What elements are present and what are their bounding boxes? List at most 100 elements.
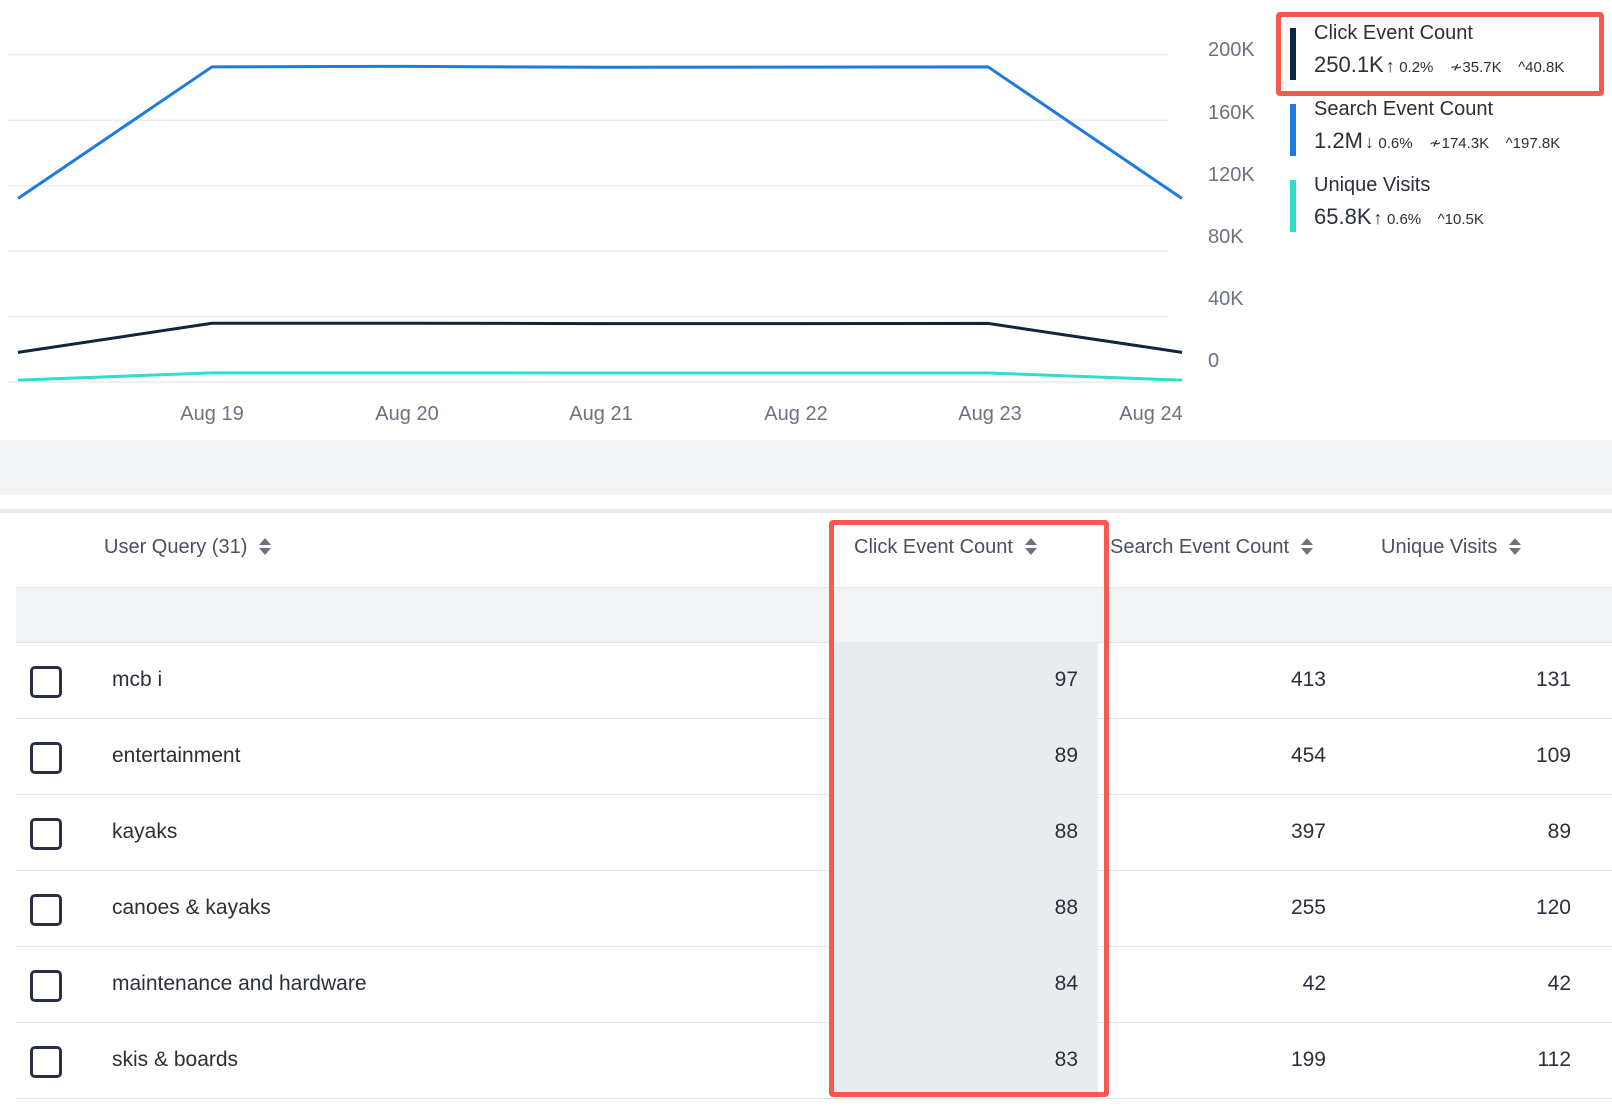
click-column-cell-background bbox=[834, 946, 1098, 1022]
column-header-label: Click Event Count bbox=[854, 536, 1013, 558]
legend-stats: 250.1K ↑ 0.2% ≁35.7K ^40.8K bbox=[1314, 52, 1564, 78]
cell-unique-visits: 120 bbox=[1535, 896, 1571, 919]
table-row[interactable]: canoes & kayaks 88 255 120 bbox=[16, 870, 1612, 947]
cell-user-query: kayaks bbox=[112, 820, 178, 843]
cell-search-event-count: 397 bbox=[1290, 820, 1326, 843]
max-icon: ^ bbox=[1505, 135, 1513, 152]
table-row[interactable]: maintenance and hardware 84 42 42 bbox=[16, 946, 1612, 1023]
y-axis-tick-label: 120K bbox=[1208, 164, 1255, 186]
row-checkbox[interactable] bbox=[30, 742, 62, 774]
section-gap bbox=[0, 440, 1612, 495]
line-chart: 200K 160K 120K 80K 40K 0 Aug 19 Aug 20 Aug 21 Au… bbox=[8, 39, 1255, 425]
click-column-cell-background bbox=[834, 1022, 1098, 1098]
cell-click-event-count: 88 bbox=[1054, 820, 1078, 843]
trend-up-icon: ↑ bbox=[1385, 56, 1395, 76]
row-checkbox[interactable] bbox=[30, 1046, 62, 1078]
cell-user-query: canoes & kayaks bbox=[112, 896, 271, 919]
legend-total: 1.2M bbox=[1314, 128, 1363, 153]
legend-series-name: Click Event Count bbox=[1314, 22, 1473, 44]
legend-color-swatch bbox=[1290, 28, 1296, 80]
sort-icon[interactable] bbox=[259, 536, 272, 556]
trend-down-icon: ↓ bbox=[1364, 132, 1374, 152]
legend-average: 35.7K bbox=[1462, 59, 1502, 76]
y-axis-tick-label: 80K bbox=[1208, 226, 1244, 248]
row-checkbox[interactable] bbox=[30, 894, 62, 926]
cell-unique-visits: 131 bbox=[1535, 668, 1571, 691]
row-checkbox[interactable] bbox=[30, 818, 62, 850]
summary-row bbox=[16, 587, 1612, 643]
cell-click-event-count: 97 bbox=[1054, 668, 1078, 691]
legend-average: 174.3K bbox=[1441, 135, 1490, 152]
cell-unique-visits: 109 bbox=[1535, 744, 1571, 767]
legend-stats: 1.2M ↓ 0.6% ≁174.3K ^197.8K bbox=[1314, 128, 1560, 154]
cell-user-query: entertainment bbox=[112, 744, 241, 767]
cell-search-event-count: 42 bbox=[1302, 972, 1326, 995]
table-top-border bbox=[0, 509, 1612, 513]
line-chart-panel: 200K 160K 120K 80K 40K 0 Aug 19 Aug 20 Aug 21 Au… bbox=[0, 0, 1612, 440]
max-icon: ^ bbox=[1437, 211, 1445, 228]
table-row[interactable]: entertainment 89 454 109 bbox=[16, 718, 1612, 795]
legend-change-percent: 0.2% bbox=[1399, 59, 1434, 76]
x-axis-tick-label: Aug 24 bbox=[1119, 403, 1182, 425]
series-line-click-event-count[interactable] bbox=[17, 321, 1183, 354]
y-axis-tick-label: 0 bbox=[1208, 350, 1219, 372]
table-row[interactable]: mcb i 97 413 131 bbox=[16, 642, 1612, 719]
y-axis-tick-label: 40K bbox=[1208, 288, 1244, 310]
sort-icon[interactable] bbox=[1301, 536, 1313, 556]
cell-search-event-count: 454 bbox=[1290, 744, 1326, 767]
user-query-table: User Query (31) Click Event Count Search… bbox=[16, 513, 1612, 1106]
legend-total: 250.1K bbox=[1314, 52, 1384, 77]
average-icon: ≁ bbox=[1429, 135, 1442, 152]
average-icon: ≁ bbox=[1449, 59, 1463, 76]
max-icon: ^ bbox=[1518, 59, 1526, 76]
y-axis-tick-label: 160K bbox=[1208, 102, 1255, 124]
column-header-user-query[interactable]: User Query (31) bbox=[104, 536, 272, 559]
series-line-unique-visits[interactable] bbox=[17, 371, 1183, 382]
column-highlight-box bbox=[829, 520, 1109, 1097]
sort-icon[interactable] bbox=[1509, 536, 1522, 556]
table-row[interactable]: kayaks 88 397 89 bbox=[16, 794, 1612, 871]
legend-total: 65.8K bbox=[1314, 204, 1372, 229]
legend-change-percent: 0.6% bbox=[1386, 211, 1422, 228]
x-axis-tick-label: Aug 23 bbox=[958, 403, 1021, 425]
cell-unique-visits: 42 bbox=[1547, 972, 1571, 995]
click-column-cell-background bbox=[834, 870, 1098, 946]
cell-unique-visits: 112 bbox=[1537, 1048, 1571, 1071]
x-axis-tick-label: Aug 19 bbox=[180, 403, 243, 425]
cell-search-event-count: 255 bbox=[1290, 896, 1326, 919]
y-axis-tick-label: 200K bbox=[1208, 39, 1255, 61]
click-column-cell-background bbox=[834, 642, 1098, 718]
sort-icon[interactable] bbox=[1024, 536, 1037, 556]
table-header-row: User Query (31) Click Event Count Search… bbox=[16, 513, 1612, 587]
x-axis-tick-label: Aug 21 bbox=[569, 403, 632, 425]
column-header-search-event-count[interactable]: Search Event Count bbox=[1110, 536, 1313, 559]
legend-series-name: Unique Visits bbox=[1314, 174, 1431, 196]
row-checkbox[interactable] bbox=[30, 970, 62, 1002]
table-row[interactable]: skis & boards 83 199 112 bbox=[16, 1022, 1612, 1099]
cell-unique-visits: 89 bbox=[1547, 820, 1571, 843]
cell-user-query: maintenance and hardware bbox=[112, 972, 367, 995]
column-header-unique-visits[interactable]: Unique Visits bbox=[1381, 536, 1522, 559]
column-header-label: Search Event Count bbox=[1110, 536, 1289, 558]
series-line-search-event-count[interactable] bbox=[17, 64, 1183, 200]
legend-highlight-box bbox=[1276, 12, 1604, 96]
legend-max: 197.8K bbox=[1512, 135, 1561, 152]
legend-color-swatch bbox=[1290, 180, 1296, 232]
legend-stats: 65.8K ↑ 0.6% ^10.5K bbox=[1314, 204, 1484, 230]
legend-max: 10.5K bbox=[1444, 211, 1484, 228]
legend-color-swatch bbox=[1290, 104, 1296, 156]
x-axis-tick-label: Aug 20 bbox=[375, 403, 438, 425]
cell-user-query: skis & boards bbox=[112, 1048, 239, 1071]
legend-series-name: Search Event Count bbox=[1314, 98, 1493, 120]
trend-up-icon: ↑ bbox=[1373, 208, 1383, 228]
column-header-click-event-count[interactable]: Click Event Count bbox=[854, 536, 1037, 559]
cell-click-event-count: 89 bbox=[1054, 744, 1078, 767]
click-column-cell-background bbox=[834, 794, 1098, 870]
click-column-cell-background bbox=[834, 718, 1098, 794]
legend-change-percent: 0.6% bbox=[1378, 135, 1413, 152]
column-header-label: Unique Visits bbox=[1381, 536, 1498, 558]
x-axis-tick-label: Aug 22 bbox=[764, 403, 827, 425]
row-checkbox[interactable] bbox=[30, 666, 62, 698]
cell-click-event-count: 88 bbox=[1054, 896, 1078, 919]
cell-click-event-count: 83 bbox=[1054, 1048, 1078, 1071]
